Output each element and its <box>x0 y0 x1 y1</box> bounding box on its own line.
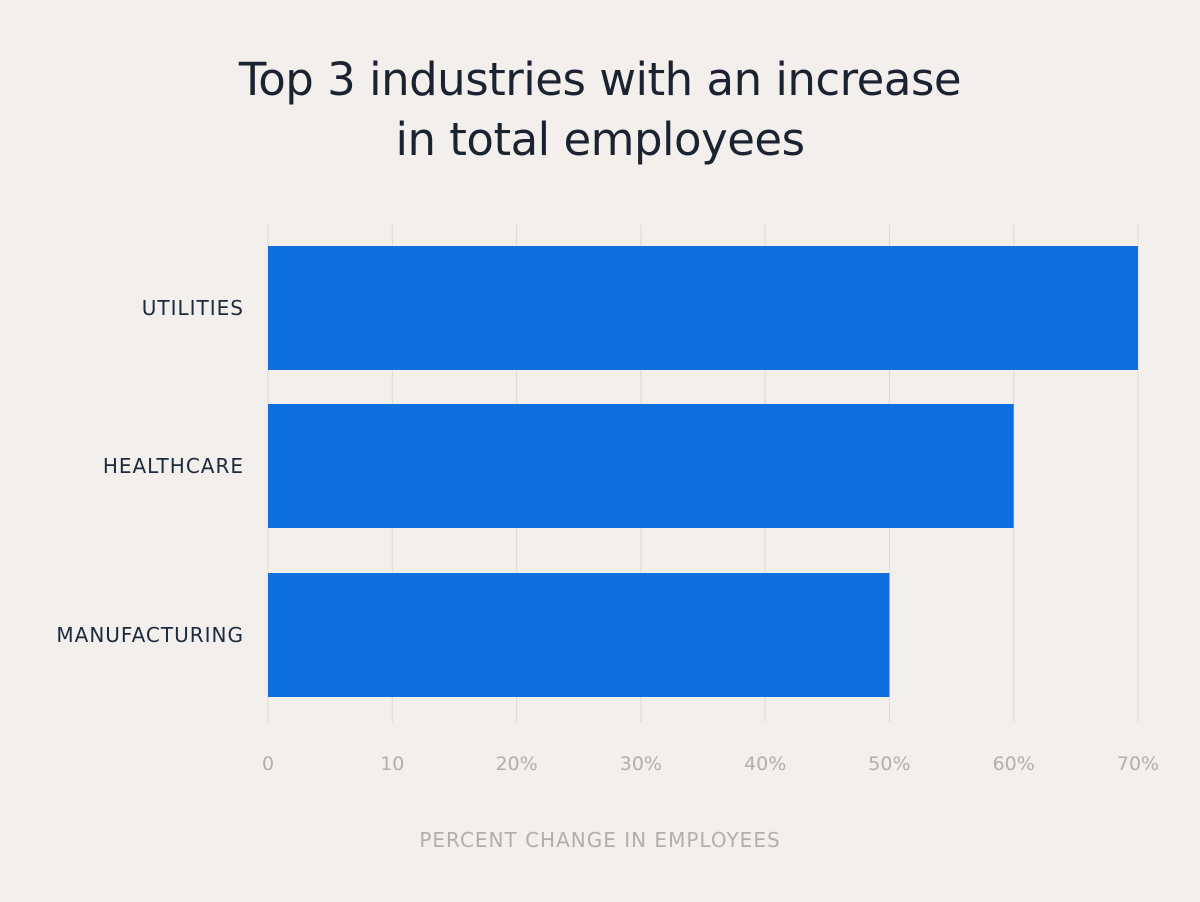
x-tick-label-1: 10 <box>380 753 404 775</box>
bars <box>268 246 1138 697</box>
x-tick-label-2: 20% <box>495 753 537 775</box>
x-tick-label-6: 60% <box>993 753 1035 775</box>
bar-healthcare <box>268 404 1014 528</box>
x-axis-ticks: 0 10 20% 30% 40% 50% 60% 70% <box>262 753 1159 775</box>
bar-utilities <box>268 246 1138 370</box>
x-tick-label-7: 70% <box>1117 753 1159 775</box>
bar-manufacturing <box>268 573 890 697</box>
x-tick-label-4: 40% <box>744 753 786 775</box>
x-axis-title: PERCENT CHANGE IN EMPLOYEES <box>419 828 780 852</box>
x-tick-label-0: 0 <box>262 753 274 775</box>
x-tick-label-3: 30% <box>620 753 662 775</box>
chart-title-line-1: Top 3 industries with an increase <box>238 53 962 106</box>
x-tick-label-5: 50% <box>868 753 910 775</box>
chart-title: Top 3 industries with an increase in tot… <box>0 50 1200 170</box>
chart-title-line-2: in total employees <box>395 113 805 166</box>
category-label-manufacturing: MANUFACTURING <box>56 623 244 647</box>
category-labels: UTILITIES HEALTHCARE MANUFACTURING <box>56 296 244 647</box>
category-label-healthcare: HEALTHCARE <box>103 454 244 478</box>
category-label-utilities: UTILITIES <box>142 296 244 320</box>
